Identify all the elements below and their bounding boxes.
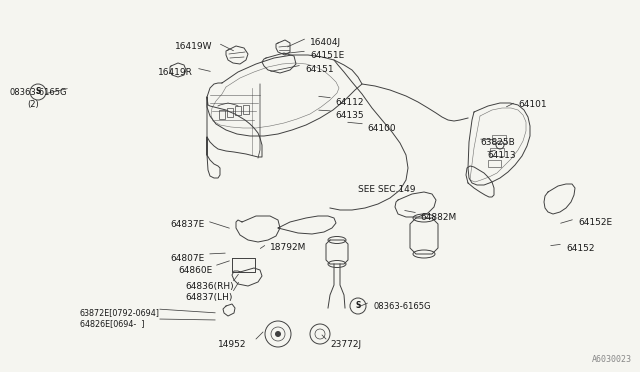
Text: A6030023: A6030023 [592, 355, 632, 364]
Text: 64837(LH): 64837(LH) [185, 293, 232, 302]
Text: 23772J: 23772J [330, 340, 361, 349]
Text: 63872E[0792-0694]: 63872E[0792-0694] [80, 308, 160, 317]
Text: 64101: 64101 [518, 100, 547, 109]
Text: 64113: 64113 [487, 151, 516, 160]
Text: 64836(RH): 64836(RH) [185, 282, 234, 291]
Text: 64807E: 64807E [170, 254, 204, 263]
Bar [488, 160, 501, 167]
Text: S: S [35, 87, 41, 96]
Text: 64837E: 64837E [170, 220, 204, 229]
Text: 08363-6165G: 08363-6165G [10, 88, 67, 97]
Text: S: S [355, 301, 361, 311]
Text: 64152: 64152 [566, 244, 595, 253]
Bar [492, 135, 506, 143]
Text: 14952: 14952 [218, 340, 246, 349]
Text: 64100: 64100 [367, 124, 396, 133]
Text: 64151: 64151 [305, 65, 333, 74]
Text: 64826E[0694-  ]: 64826E[0694- ] [80, 319, 145, 328]
Text: 64152E: 64152E [578, 218, 612, 227]
Bar [490, 148, 504, 156]
Circle shape [275, 331, 281, 337]
Text: 64882M: 64882M [420, 213, 456, 222]
Text: 64112: 64112 [335, 98, 364, 107]
Text: 08363-6165G: 08363-6165G [374, 302, 431, 311]
Text: 18792M: 18792M [270, 243, 307, 252]
Text: 16404J: 16404J [310, 38, 341, 47]
Text: 64860E: 64860E [178, 266, 212, 275]
Text: (2): (2) [27, 100, 39, 109]
Text: 64151E: 64151E [310, 51, 344, 60]
Text: SEE SEC.149: SEE SEC.149 [358, 185, 415, 194]
Text: 16419W: 16419W [175, 42, 212, 51]
Text: 16419R: 16419R [158, 68, 193, 77]
Text: 64135: 64135 [335, 111, 364, 120]
Text: 63825B: 63825B [480, 138, 515, 147]
